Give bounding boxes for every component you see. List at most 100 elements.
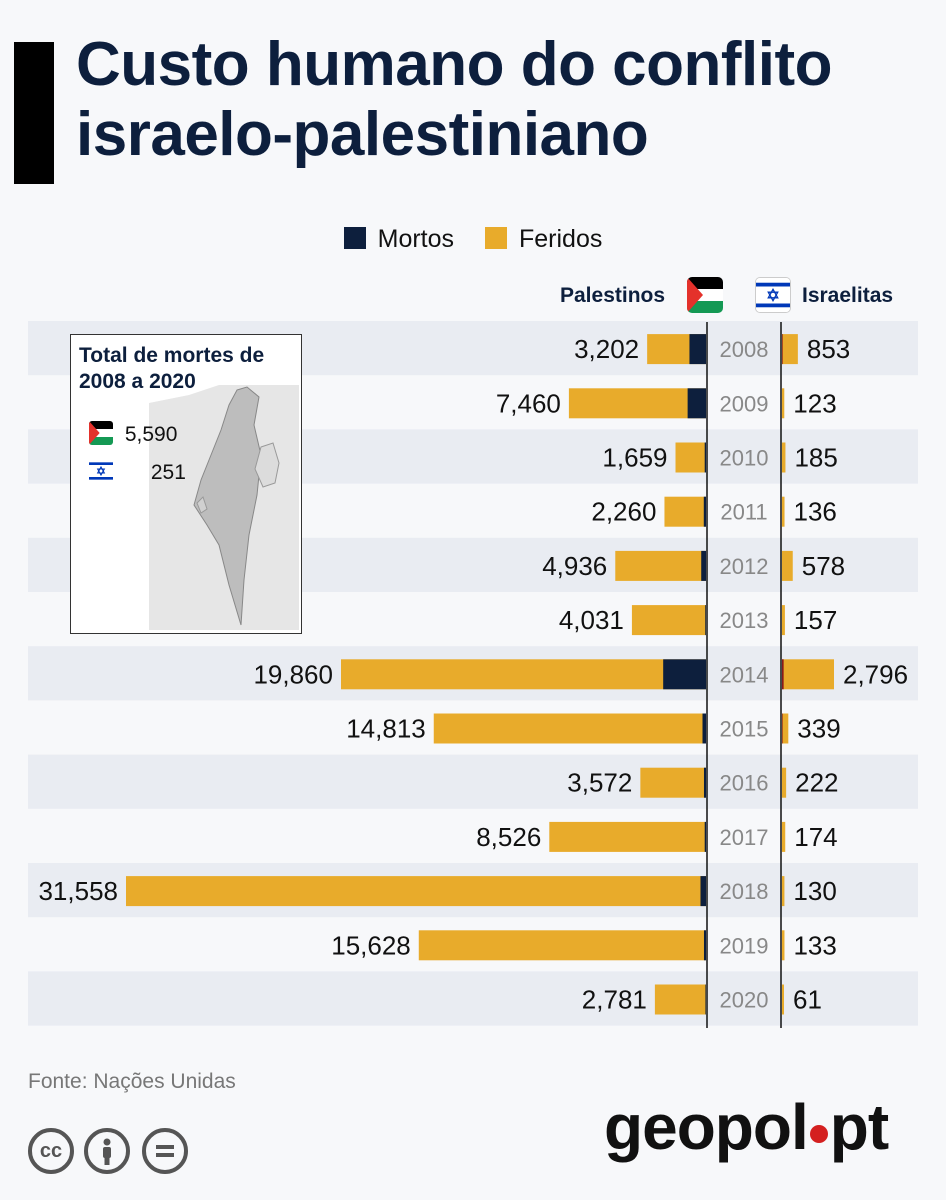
data-label-palestinians: 4,031 [559,605,624,635]
legend-label-dead: Mortos [377,225,455,253]
legend-label-injured: Feridos [518,225,603,253]
data-label-israelis: 174 [794,822,837,852]
bar-israelis-injured [782,713,789,744]
tick-label-year: 2010 [720,446,769,471]
bar-israelis-injured [782,767,787,798]
palestine-flag-icon [687,277,723,313]
data-label-israelis: 339 [797,714,840,744]
bar-palestinians-dead [700,876,706,907]
data-label-israelis: 185 [794,443,837,473]
brand-logo: geopol pt [604,1090,889,1164]
inset-value-palestinians: 5,590 [124,423,178,446]
bar-palestinians-injured [418,930,706,961]
bar-israelis-injured [782,821,786,852]
data-label-palestinians: 7,460 [496,388,561,418]
noderivs-icon [142,1128,188,1174]
data-label-palestinians: 31,558 [38,876,118,906]
inset-title: Total de mortes de 2008 a 2020 [79,344,265,393]
legend-swatch-dead [343,227,366,249]
inset-row-israelis: 251 [89,459,186,485]
legend-item-injured: Feridos [484,225,603,254]
data-label-palestinians: 4,936 [542,551,607,581]
map-israel-icon [149,385,299,630]
tick-label-year: 2019 [720,933,769,958]
data-label-israelis: 578 [802,551,845,581]
tick-label-year: 2008 [720,337,769,362]
bar-palestinians-dead [704,442,706,473]
bar-palestinians-dead [703,767,706,798]
page-title: Custo humano do conflito israelo-palesti… [76,30,833,170]
bar-palestinians-injured [568,388,706,419]
title-accent-bar [14,42,54,184]
column-header-israelis: Israelitas [802,284,894,307]
bar-palestinians-dead [663,659,706,690]
bar-palestinians-dead [701,550,706,581]
bar-palestinians-injured [340,659,706,690]
inset-total-deaths: Total de mortes de 2008 a 2020 5,590 251 [70,334,302,634]
bar-palestinians-injured [664,496,706,527]
data-label-israelis: 61 [793,985,822,1015]
cc-icon: cc [28,1128,74,1174]
bar-israelis-dead [782,659,784,690]
bar-palestinians-injured [433,713,706,744]
data-label-palestinians: 2,260 [591,497,656,527]
bar-israelis-injured [782,334,798,365]
inset-row-palestinians: 5,590 [89,421,177,447]
data-label-israelis: 853 [807,334,850,364]
bar-palestinians-dead [702,713,706,744]
bar-israelis-dead [782,713,783,744]
data-label-israelis: 222 [795,768,838,798]
bar-israelis-injured [782,984,784,1015]
palestine-flag-icon [89,421,113,445]
attribution-icon [84,1128,130,1174]
legend-item-dead: Mortos [343,225,455,254]
inset-value-israelis: 251 [150,461,186,484]
legend-swatch-injured [484,227,507,249]
tick-label-year: 2014 [720,662,769,687]
tick-label-year: 2012 [720,554,769,579]
bar-palestinians-injured [675,442,706,473]
bar-palestinians-injured [549,821,706,852]
tick-label-year: 2015 [720,717,769,742]
bar-israelis-injured [782,659,834,690]
bar-palestinians-injured [654,984,706,1015]
data-label-israelis: 136 [794,497,837,527]
row-band [28,971,918,1026]
bar-israelis-injured [782,930,785,961]
row-band [28,754,918,809]
data-label-palestinians: 1,659 [602,443,667,473]
bar-palestinians-dead [703,496,706,527]
title-line-1: Custo humano do conflito [76,30,833,99]
data-label-palestinians: 8,526 [476,822,541,852]
data-label-israelis: 2,796 [843,659,908,689]
bar-palestinians-dead [703,930,706,961]
tick-label-year: 2017 [720,825,769,850]
data-label-israelis: 157 [794,605,837,635]
tick-label-year: 2016 [720,771,769,796]
brand-left: geopol [604,1091,809,1163]
bar-israelis-injured [782,442,786,473]
bar-israelis-injured [782,388,785,419]
brand-right: pt [829,1091,889,1163]
bar-israelis-injured [782,550,793,581]
tick-label-year: 2020 [720,988,769,1013]
israel-flag-icon [89,459,113,483]
source-note: Fonte: Nações Unidas [28,1070,236,1093]
brand-dot-icon [809,1125,828,1143]
bar-palestinians-dead [705,984,706,1015]
legend: Mortos Feridos [0,225,946,254]
tick-label-year: 2009 [720,391,769,416]
data-label-israelis: 123 [793,388,836,418]
bar-palestinians-injured [615,550,706,581]
bar-israelis-injured [782,605,785,636]
data-label-palestinians: 2,781 [582,985,647,1015]
bar-palestinians-dead [705,605,706,636]
bar-israelis-injured [782,496,785,527]
data-label-palestinians: 15,628 [331,930,411,960]
bar-palestinians-injured [640,767,706,798]
data-label-palestinians: 3,572 [567,768,632,798]
israel-flag-icon [755,277,791,313]
data-label-palestinians: 14,813 [346,714,426,744]
data-label-israelis: 133 [793,930,836,960]
tick-label-year: 2011 [720,500,767,525]
